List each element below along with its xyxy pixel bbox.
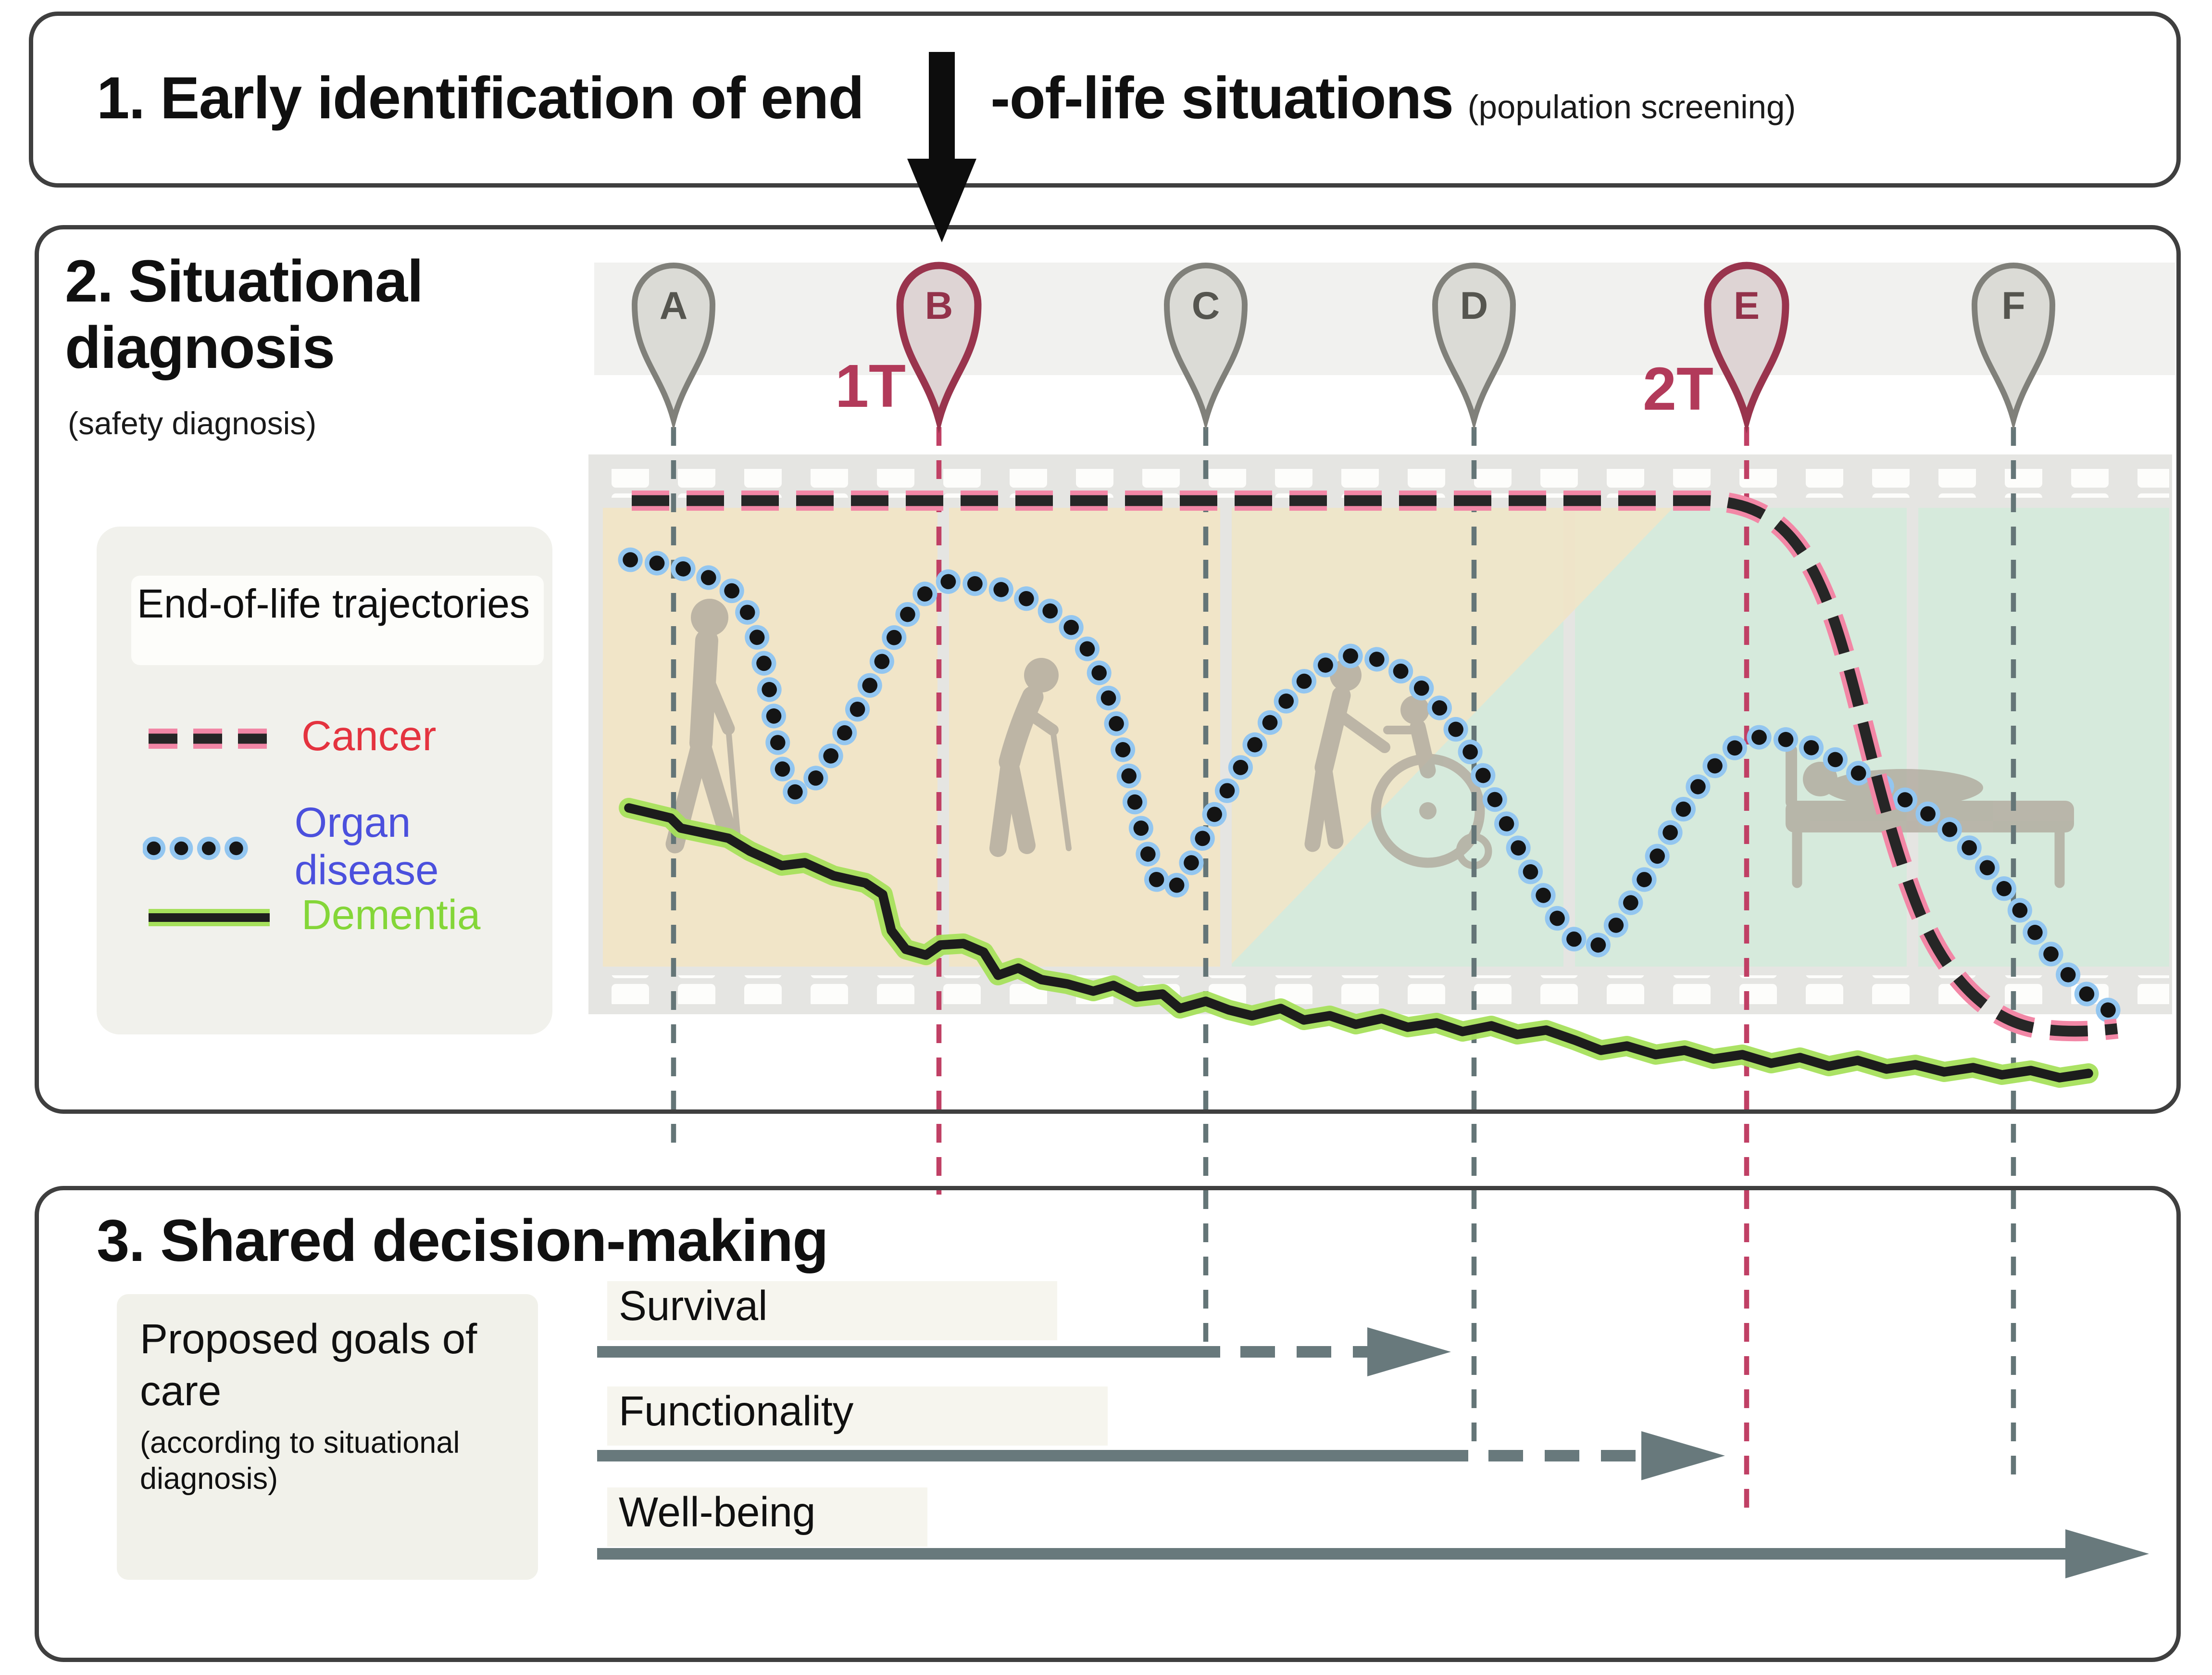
legend-label-cancer: Cancer [301, 714, 437, 760]
legend-box: End-of-life trajectories Cancer Organ di… [97, 527, 552, 1034]
panel1-title-note: (population screening) [1467, 88, 1796, 126]
goal-label-wellbeing: Well-being [607, 1487, 927, 1547]
panel2-title: 2. Situational diagnosis [65, 248, 424, 381]
goal-label-functionality: Functionality [607, 1386, 1108, 1446]
panel-situational-diagnosis: 2. Situational diagnosis (safety diagnos… [35, 225, 2181, 1114]
goals-title: Proposed goals of care [140, 1317, 477, 1416]
panel-early-identification: 1. Early identification of end -of-life … [29, 12, 2181, 188]
cancer-line-swatch [149, 728, 270, 748]
goals-note: (according to situational diagnosis) [140, 1426, 460, 1496]
legend-item-dementia: Dementia [143, 893, 480, 941]
legend-item-cancer: Cancer [143, 714, 437, 762]
panel1-title-left: 1. Early identification of end [97, 65, 864, 131]
dementia-line-swatch [149, 908, 270, 926]
legend-item-organ-disease: Organ disease [143, 801, 552, 896]
goal-label-survival: Survival [607, 1281, 1057, 1340]
goals-of-care-box: Proposed goals of care (according to sit… [117, 1294, 538, 1580]
panel2-subtitle: (safety diagnosis) [68, 405, 317, 441]
panel3-title: 3. Shared decision-making [97, 1208, 829, 1274]
panel-shared-decision-making: 3. Shared decision-making Proposed goals… [35, 1186, 2181, 1662]
legend-label-organ-disease: Organ disease [294, 801, 439, 894]
legend-title: End-of-life trajectories [131, 576, 545, 665]
legend-label-dementia: Dementia [301, 893, 481, 939]
organ-disease-line-swatch [143, 836, 269, 860]
panel1-title-right: -of-life situations [990, 65, 1454, 131]
